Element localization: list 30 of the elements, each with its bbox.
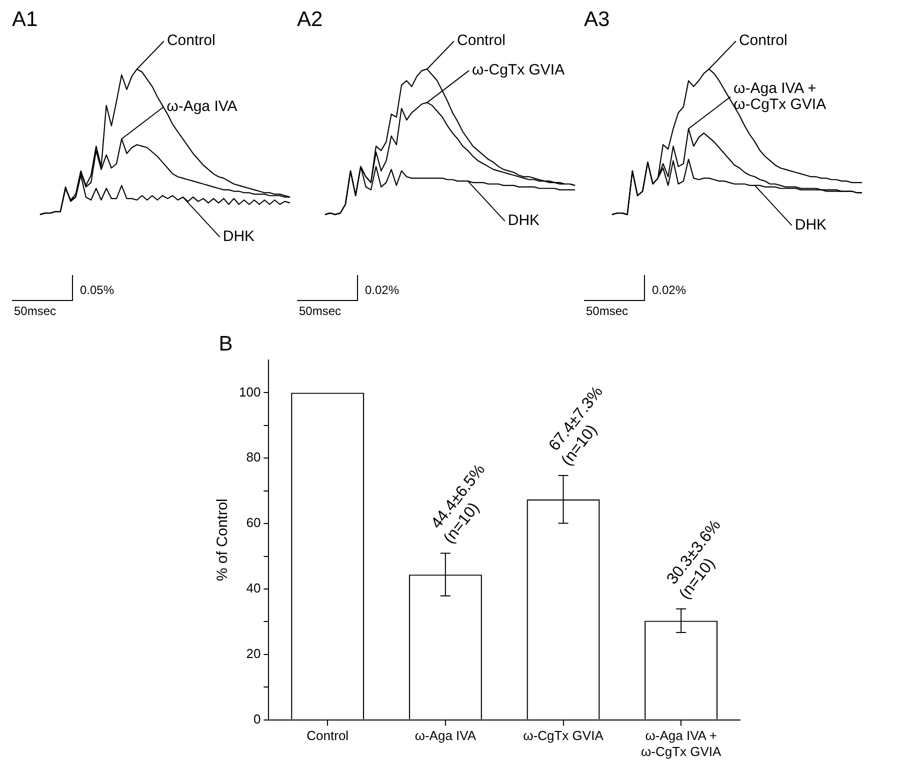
y-tick-label: 80	[246, 450, 261, 465]
chart-title: A1	[12, 8, 38, 32]
text: 0.02%	[652, 283, 686, 297]
text: ω-CgTx GVIA	[472, 62, 565, 79]
text: ω-Aga IVA + ω-CgTx GVIA	[734, 80, 826, 113]
x-tick-label: Control	[306, 728, 349, 744]
y-tick-label: 0	[253, 711, 261, 726]
y-tick-label: 100	[238, 384, 261, 400]
text: ω-Aga IVA	[166, 98, 238, 116]
chart-title: A2	[297, 8, 323, 32]
text: 0.02%	[365, 283, 400, 297]
y-tick-label: 40	[246, 580, 261, 596]
text: Control	[166, 32, 216, 50]
text: 50msec	[299, 304, 342, 318]
text: Control	[457, 32, 506, 50]
x-tick-label: ω-CgTx GVIA	[523, 728, 604, 744]
series-label: DHK	[222, 228, 255, 246]
x-tick-label: ω-Aga IVA + ω-CgTx GVIA	[640, 728, 722, 759]
text: Control	[738, 32, 788, 50]
y-tick-label: 20	[246, 646, 261, 661]
y-axis-title: % of Control	[214, 498, 232, 582]
series-label: DHK	[508, 212, 540, 230]
text: 50msec	[14, 304, 56, 318]
chart-title: A3	[584, 8, 610, 32]
text: 0.05%	[80, 283, 114, 297]
y-tick-label: 60	[246, 515, 261, 530]
chart-title: B	[218, 332, 233, 356]
text: 50msec	[586, 304, 628, 318]
x-tick-label: ω-Aga IVA	[414, 728, 476, 744]
series-label: DHK	[794, 216, 827, 234]
